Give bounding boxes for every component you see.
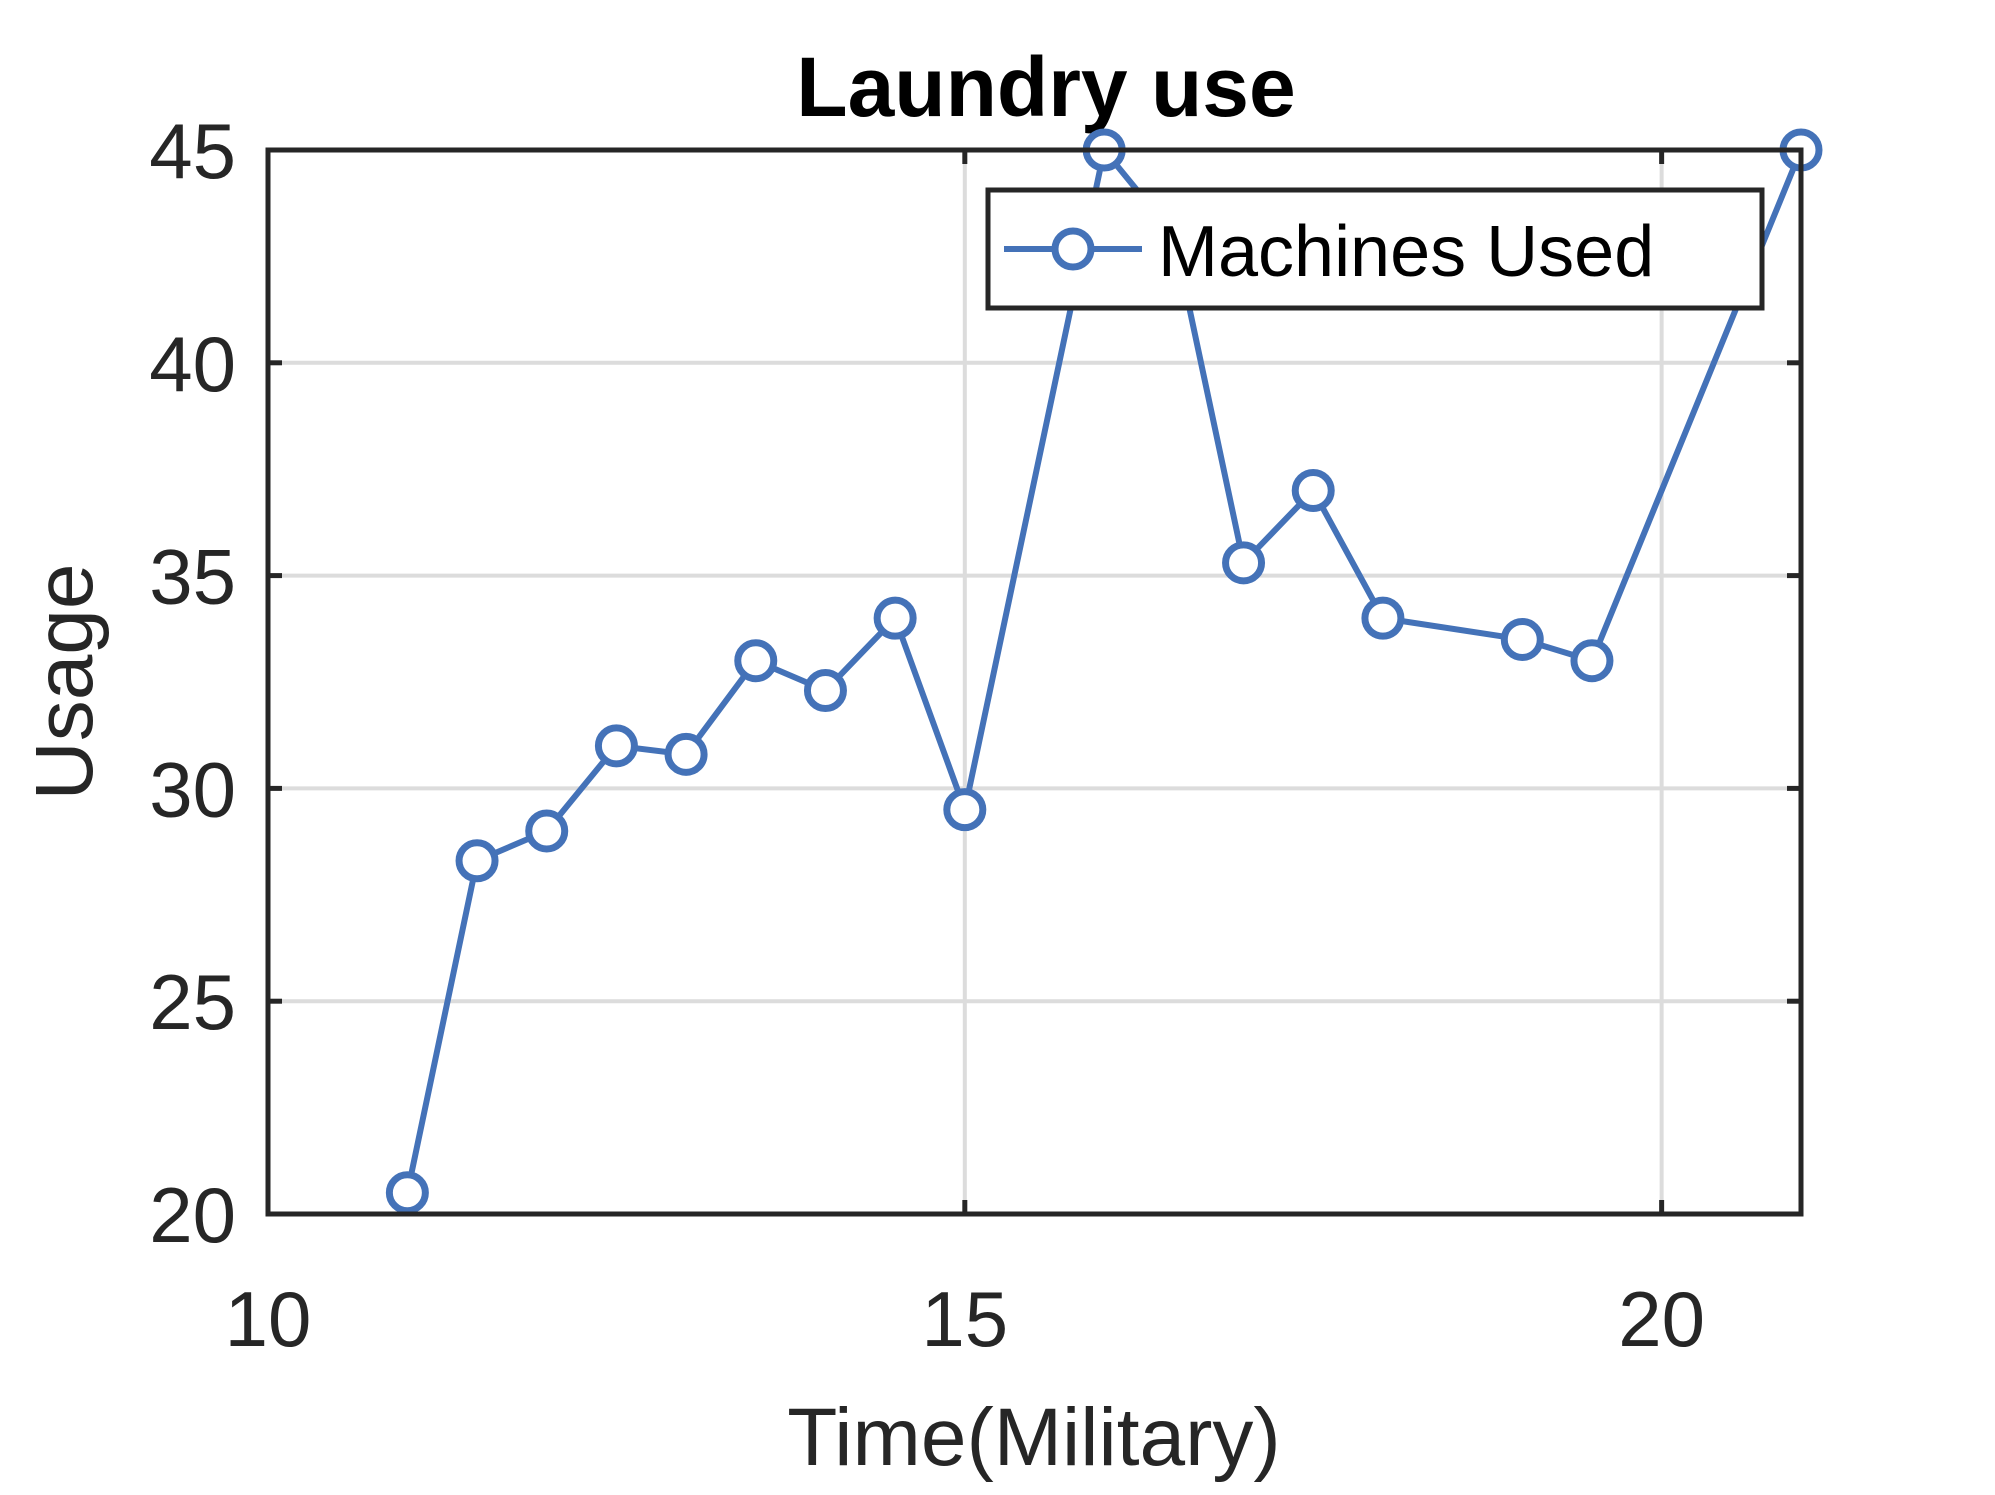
data-point [385,1171,429,1215]
data-point [873,596,917,640]
data-point [943,788,987,832]
legend: Machines Used [985,187,1765,311]
data-point [455,839,499,883]
x-tick-label: 15 [921,1275,1008,1363]
y-tick-label: 20 [149,1171,236,1259]
tick-marks [265,147,1801,1217]
y-tick-label: 35 [149,533,236,621]
y-axis-label: Usage [19,563,110,800]
data-point [664,732,708,776]
data-point [1291,468,1335,512]
data-point [1570,639,1614,683]
y-tick-label: 25 [149,958,236,1046]
plot-area [265,147,1804,1217]
data-point [803,669,847,713]
y-tick-label: 40 [149,320,236,408]
data-point [1500,617,1544,661]
x-tick-label: 20 [1618,1275,1705,1363]
y-tick-label: 30 [149,745,236,833]
x-tick-label: 10 [225,1275,312,1363]
chart-title: Laundry use [796,40,1295,134]
y-tick-labels: 20 25 30 35 40 45 [149,107,236,1259]
x-tick-labels: 10 15 20 [225,1275,1705,1363]
data-point [1361,596,1405,640]
data-point [525,809,569,853]
y-tick-label: 45 [149,107,236,195]
data-point [1222,541,1266,585]
data-point [594,724,638,768]
legend-label-machines-used: Machines Used [1158,212,1654,292]
legend-marker-swatch [1051,227,1095,271]
axes-border [265,147,1804,1217]
x-axis-label: Time(Military) [787,1392,1280,1483]
data-point [734,639,778,683]
